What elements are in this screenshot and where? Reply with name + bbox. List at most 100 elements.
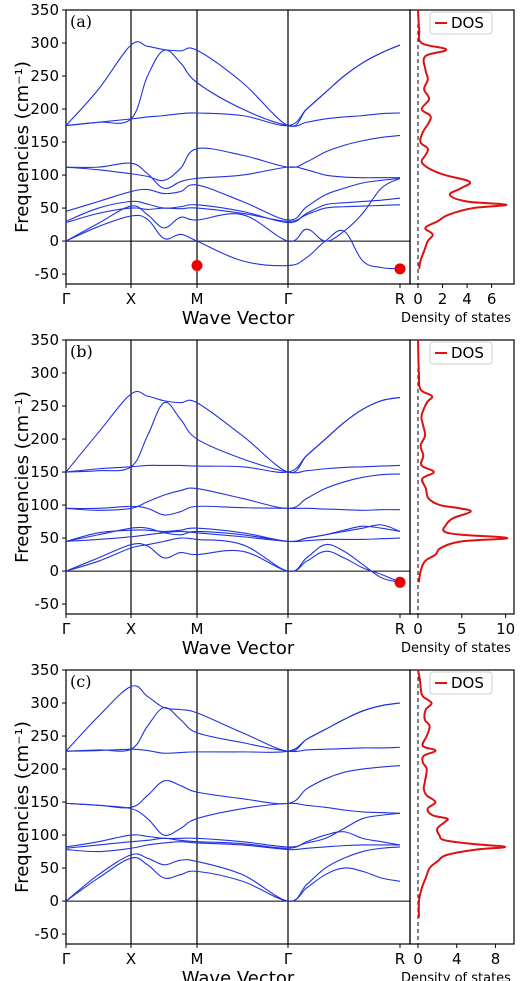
dos-x-tick-label: 10 (496, 620, 515, 638)
x-tick-label: R (395, 950, 405, 968)
x-tick-label: X (126, 290, 136, 308)
band-line-3 (66, 204, 401, 224)
legend-box (429, 341, 493, 365)
band-line-4 (66, 197, 401, 224)
y-tick-label: -50 (35, 265, 60, 283)
imaginary-mode-marker (191, 260, 203, 272)
dos-x-tick-label: 2 (438, 290, 448, 308)
x-tick-label: R (395, 290, 405, 308)
y-tick-label: 50 (40, 199, 59, 217)
x-tick-label: R (395, 620, 405, 638)
band-line-6 (66, 505, 401, 516)
y-tick-label: 350 (30, 1, 59, 19)
y-tick-label: 350 (30, 661, 59, 679)
bands (66, 390, 401, 583)
dos-curve (417, 669, 507, 918)
band-line-6 (66, 162, 400, 190)
band-line-2 (66, 542, 401, 583)
y-tick-label: 300 (30, 694, 59, 712)
x-tick-label: X (126, 950, 136, 968)
x-tick-label: Γ (62, 620, 71, 638)
x-tick-label: Γ (284, 950, 293, 968)
dos-x-axis-label: Density of states (401, 971, 511, 981)
y-tick-label: 50 (40, 529, 59, 547)
legend-label: DOS (451, 14, 484, 32)
x-tick-label: Γ (62, 290, 71, 308)
y-tick-label: 150 (30, 463, 59, 481)
y-tick-label: 350 (30, 331, 59, 349)
legend-box (429, 671, 493, 695)
dos-x-tick-label: 6 (487, 290, 497, 308)
y-tick-label: 100 (30, 826, 59, 844)
panel-label: (c) (70, 672, 91, 691)
band-line-10 (66, 707, 401, 753)
panel-label: (b) (70, 342, 93, 361)
y-tick-label: 250 (30, 727, 59, 745)
y-tick-label: 300 (30, 364, 59, 382)
dos-curve (417, 339, 509, 583)
band-line-7 (66, 765, 401, 809)
y-tick-label: 200 (30, 100, 59, 118)
x-axis-label: Wave Vector (182, 308, 295, 329)
y-tick-label: 0 (49, 892, 59, 910)
band-line-5 (66, 177, 401, 221)
x-tick-label: Γ (284, 290, 293, 308)
y-tick-label: 100 (30, 166, 59, 184)
dos-x-tick-label: 4 (462, 290, 472, 308)
y-tick-label: 100 (30, 496, 59, 514)
y-axis-label: Frequencies (cm⁻¹) (12, 721, 33, 893)
band-line-2 (66, 214, 401, 270)
y-tick-label: 250 (30, 397, 59, 415)
band-line-9 (66, 390, 401, 474)
y-tick-label: 150 (30, 133, 59, 151)
band-axes-frame (65, 9, 411, 285)
x-tick-label: Γ (62, 950, 71, 968)
y-tick-label: -50 (35, 595, 60, 613)
legend-box (429, 11, 493, 35)
x-tick-label: M (191, 290, 204, 308)
imaginary-mode-marker (394, 576, 406, 588)
panel-a: -50 0 50 100 150 200 250 300 350 Γ X M Γ R Wave Vector… (12, 1, 515, 329)
panel-label: (a) (70, 12, 92, 31)
band-line-2 (66, 846, 401, 902)
y-tick-label: -50 (35, 925, 60, 943)
band-line-8 (66, 396, 401, 473)
dos-curve (417, 9, 508, 269)
legend-label: DOS (451, 674, 484, 692)
x-tick-label: M (191, 620, 204, 638)
y-tick-label: 0 (49, 232, 59, 250)
bands (66, 685, 401, 902)
x-tick-label: Γ (284, 620, 293, 638)
dos-x-axis-label: Density of states (401, 641, 511, 656)
band-line-8 (66, 44, 401, 127)
band-axes-frame (65, 339, 411, 615)
dos-x-tick-label: 8 (491, 950, 501, 968)
dos-axes-frame (409, 669, 515, 945)
y-tick-label: 150 (30, 793, 59, 811)
y-tick-label: 50 (40, 859, 59, 877)
band-line-3 (66, 841, 400, 853)
band-line-4 (66, 831, 401, 849)
dos-legend: DOS (429, 341, 493, 365)
band-line-5 (66, 812, 401, 848)
y-axis-label: Frequencies (cm⁻¹) (12, 61, 33, 233)
panel-c: -50 0 50 100 150 200 250 300 350 Γ X M Γ R Wave Vector… (12, 661, 515, 981)
x-axis-label: Wave Vector (182, 638, 295, 659)
legend-label: DOS (451, 344, 484, 362)
band-line-7 (66, 473, 401, 511)
dos-x-tick-label: 0 (413, 950, 423, 968)
dos-legend: DOS (429, 671, 493, 695)
band-line-5 (66, 525, 401, 543)
dos-x-tick-label: 0 (413, 620, 423, 638)
dos-x-axis-label: Density of states (401, 311, 511, 326)
dos-x-tick-label: 0 (413, 290, 423, 308)
x-tick-label: M (191, 950, 204, 968)
band-line-1 (66, 177, 401, 242)
y-axis-label: Frequencies (cm⁻¹) (12, 391, 33, 563)
band-line-7 (66, 134, 401, 182)
band-line-10 (66, 401, 401, 474)
x-axis-label: Wave Vector (182, 968, 295, 981)
band-line-4 (66, 524, 401, 543)
